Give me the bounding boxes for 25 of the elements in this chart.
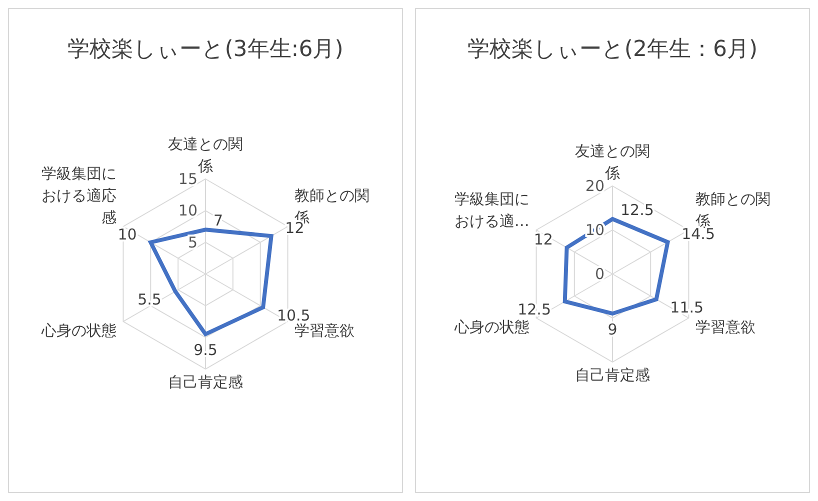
y-tick-label: 5 [188,233,198,252]
data-label: 12.5 [518,300,552,318]
y-tick-label: 15 [178,170,198,188]
spoke-label: 学習意欲 [696,318,756,336]
data-label: 10 [118,225,137,244]
data-label: 12 [534,230,553,249]
spoke-label: 学習意欲 [294,322,355,340]
data-label: 5.5 [138,290,162,308]
y-tick-label: 10 [178,202,198,220]
data-label: 7 [214,212,224,230]
spoke-label: 自己肯定感 [168,373,243,391]
spoke-label: 心身の状態 [453,318,530,336]
data-label: 12.5 [620,201,654,219]
spoke-label: 学級集団における適… [454,190,530,230]
data-label: 9.5 [194,341,218,360]
chart-title: 学校楽しぃーと(3年生:6月) [66,36,344,64]
spoke-label: 学級集団における適応感 [41,164,116,226]
spoke-label: 自己肯定感 [575,366,650,384]
y-tick-label: 0 [594,265,604,283]
y-tick-label: 20 [585,177,604,195]
data-label: 9 [608,320,618,339]
data-label: 10.5 [276,306,310,324]
chart-title: 学校楽しぃーと(2年生：6月) [466,36,759,64]
data-label: 11.5 [670,298,704,316]
spoke-label: 心身の状態 [40,322,116,340]
